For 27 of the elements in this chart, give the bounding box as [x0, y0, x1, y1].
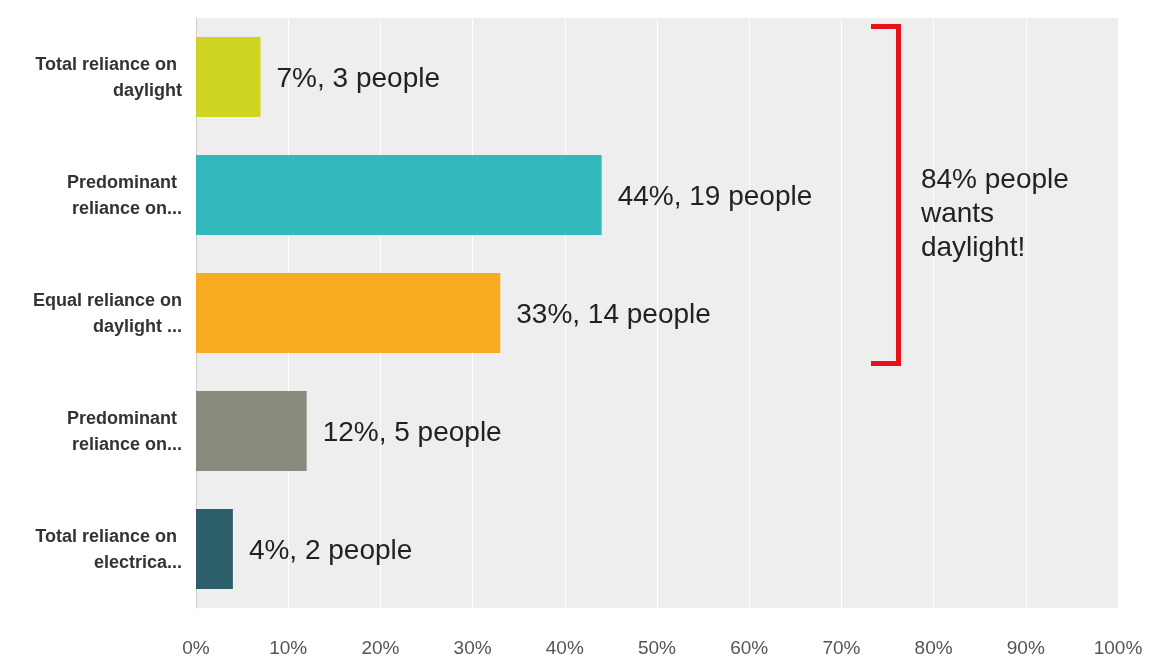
x-tick-label: 100% — [1093, 637, 1143, 658]
x-tick-label: 90% — [1006, 637, 1045, 658]
x-tick-label: 60% — [730, 637, 769, 658]
x-tick-label: 20% — [361, 637, 400, 658]
bar — [196, 390, 307, 472]
bar — [196, 272, 501, 354]
x-tick-label: 50% — [637, 637, 677, 658]
y-tick-label: Predominant reliance on... — [66, 408, 182, 454]
x-tick-label: 40% — [545, 637, 584, 658]
bar — [196, 508, 233, 590]
x-tick-label: 10% — [269, 637, 308, 658]
x-tick-label: 70% — [822, 637, 861, 658]
y-tick-label: Total reliance on daylight — [35, 54, 182, 100]
x-tick-label: 80% — [914, 637, 953, 658]
x-tick-label: 0% — [182, 637, 210, 658]
data-label: 4%, 2 people — [248, 533, 413, 565]
annotation: 84% people wants daylight! — [919, 162, 1077, 262]
bar — [196, 36, 261, 118]
data-label: 33%, 14 people — [516, 297, 711, 329]
y-tick-label: Predominant reliance on... — [66, 172, 182, 218]
data-label: 7%, 3 people — [276, 61, 441, 93]
y-tick-label: Equal reliance on daylight ... — [32, 290, 182, 336]
data-label: 12%, 5 people — [322, 415, 502, 447]
x-tick-label: 30% — [453, 637, 492, 658]
bar — [196, 154, 602, 236]
data-label: 44%, 19 people — [617, 179, 813, 211]
y-tick-label: Total reliance on electrica... — [35, 526, 182, 572]
